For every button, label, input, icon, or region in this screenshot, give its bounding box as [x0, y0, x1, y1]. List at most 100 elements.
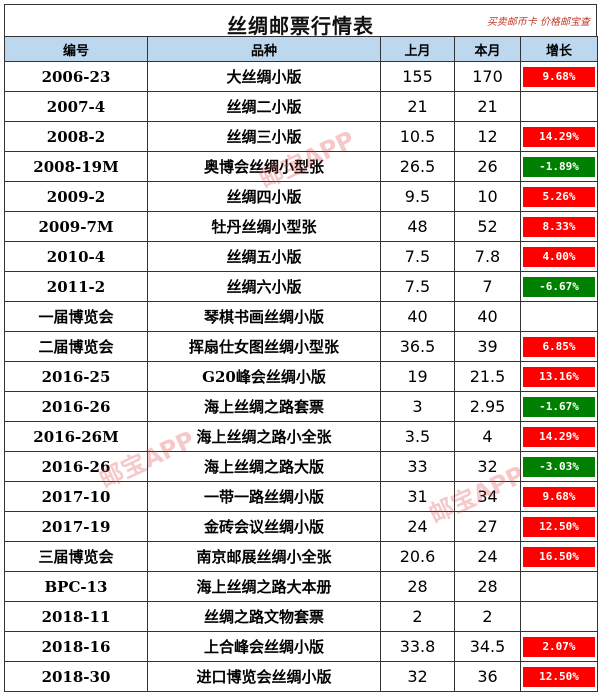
table-row: 2016-26 海上丝绸之路大版 33 32 -3.03%: [4, 451, 598, 482]
cell-this-month: 27: [454, 511, 521, 542]
cell-this-month: 21.5: [454, 361, 521, 392]
cell-name: 海上丝绸之路大本册: [147, 571, 381, 602]
cell-name: G20峰会丝绸小版: [147, 361, 381, 392]
price-table: 编号 品种 上月 本月 增长 2006-23 大丝绸小版 155 170 9.68% 20…: [4, 36, 598, 692]
cell-last-month: 21: [380, 91, 455, 122]
cell-last-month: 7.5: [380, 241, 455, 272]
cell-this-month: 21: [454, 91, 521, 122]
price-sheet: 丝绸邮票行情表 买卖邮币卡 价格邮宝查 编号 品种 上月 本月 增长 2006-…: [4, 4, 598, 692]
cell-code: 2007-4: [4, 91, 148, 122]
cell-code: BPC-13: [4, 571, 148, 602]
table-row: 2008-2 丝绸三小版 10.5 12 14.29%: [4, 121, 598, 152]
cell-name: 丝绸之路文物套票: [147, 601, 381, 632]
cell-code: 三届博览会: [4, 541, 148, 572]
cell-change: 4.00%: [520, 241, 598, 272]
cell-last-month: 40: [380, 301, 455, 332]
table-body: 2006-23 大丝绸小版 155 170 9.68% 2007-4 丝绸二小版 21 21 20…: [4, 61, 598, 692]
cell-change: 6.85%: [520, 331, 598, 362]
table-row: 2016-26 海上丝绸之路套票 3 2.95 -1.67%: [4, 391, 598, 422]
table-row: BPC-13 海上丝绸之路大本册 28 28: [4, 571, 598, 602]
cell-code: 2016-26: [4, 451, 148, 482]
column-header-code: 编号: [4, 36, 148, 62]
change-badge-up: 14.29%: [523, 126, 595, 147]
cell-last-month: 9.5: [380, 181, 455, 212]
cell-change: 12.50%: [520, 661, 598, 692]
table-row: 2018-11 丝绸之路文物套票 2 2: [4, 601, 598, 632]
cell-code: 2017-10: [4, 481, 148, 512]
cell-this-month: 4: [454, 421, 521, 452]
cell-change: 13.16%: [520, 361, 598, 392]
cell-name: 丝绸四小版: [147, 181, 381, 212]
table-row: 2018-30 进口博览会丝绸小版 32 36 12.50%: [4, 661, 598, 692]
cell-code: 2016-26M: [4, 421, 148, 452]
cell-change: [520, 91, 598, 122]
cell-last-month: 32: [380, 661, 455, 692]
cell-code: 2011-2: [4, 271, 148, 302]
cell-last-month: 36.5: [380, 331, 455, 362]
title-bar: 丝绸邮票行情表 买卖邮币卡 价格邮宝查: [4, 4, 597, 38]
cell-this-month: 170: [454, 61, 521, 92]
header-row: 编号 品种 上月 本月 增长: [4, 36, 598, 62]
cell-code: 2009-2: [4, 181, 148, 212]
cell-last-month: 26.5: [380, 151, 455, 182]
cell-code: 2006-23: [4, 61, 148, 92]
cell-last-month: 3: [380, 391, 455, 422]
cell-code: 2018-16: [4, 631, 148, 662]
cell-code: 2017-19: [4, 511, 148, 542]
column-header-name: 品种: [147, 36, 381, 62]
change-badge-up: 5.26%: [523, 186, 595, 207]
column-header-this-month: 本月: [454, 36, 521, 62]
cell-code: 2009-7M: [4, 211, 148, 242]
change-badge-up: 9.68%: [523, 486, 595, 507]
change-badge-down: -1.89%: [523, 156, 595, 177]
cell-code: 2008-19M: [4, 151, 148, 182]
cell-name: 进口博览会丝绸小版: [147, 661, 381, 692]
cell-name: 海上丝绸之路大版: [147, 451, 381, 482]
cell-change: -1.89%: [520, 151, 598, 182]
cell-name: 海上丝绸之路套票: [147, 391, 381, 422]
cell-name: 奥博会丝绸小型张: [147, 151, 381, 182]
cell-this-month: 34: [454, 481, 521, 512]
cell-name: 海上丝绸之路小全张: [147, 421, 381, 452]
cell-name: 金砖会议丝绸小版: [147, 511, 381, 542]
cell-change: 14.29%: [520, 421, 598, 452]
cell-last-month: 7.5: [380, 271, 455, 302]
change-badge-up: 12.50%: [523, 516, 595, 537]
cell-this-month: 10: [454, 181, 521, 212]
cell-change: -6.67%: [520, 271, 598, 302]
change-badge-up: 14.29%: [523, 426, 595, 447]
cell-last-month: 24: [380, 511, 455, 542]
cell-name: 丝绸五小版: [147, 241, 381, 272]
cell-change: 9.68%: [520, 61, 598, 92]
change-badge-up: 4.00%: [523, 246, 595, 267]
cell-code: 2010-4: [4, 241, 148, 272]
cell-change: 14.29%: [520, 121, 598, 152]
cell-code: 2016-25: [4, 361, 148, 392]
cell-name: 大丝绸小版: [147, 61, 381, 92]
change-badge-up: 9.68%: [523, 66, 595, 87]
cell-name: 丝绸六小版: [147, 271, 381, 302]
cell-this-month: 12: [454, 121, 521, 152]
brand-stamp: 买卖邮币卡 价格邮宝查: [486, 17, 590, 28]
cell-this-month: 2.95: [454, 391, 521, 422]
table-row: 2011-2 丝绸六小版 7.5 7 -6.67%: [4, 271, 598, 302]
cell-this-month: 36: [454, 661, 521, 692]
cell-code: 2018-30: [4, 661, 148, 692]
table-row: 一届博览会 琴棋书画丝绸小版 40 40: [4, 301, 598, 332]
change-badge-up: 12.50%: [523, 666, 595, 687]
cell-change: 16.50%: [520, 541, 598, 572]
change-badge-down: -3.03%: [523, 456, 595, 477]
table-row: 2018-16 上合峰会丝绸小版 33.8 34.5 2.07%: [4, 631, 598, 662]
cell-this-month: 52: [454, 211, 521, 242]
cell-change: -1.67%: [520, 391, 598, 422]
table-row: 2016-25 G20峰会丝绸小版 19 21.5 13.16%: [4, 361, 598, 392]
table-row: 2007-4 丝绸二小版 21 21: [4, 91, 598, 122]
cell-last-month: 155: [380, 61, 455, 92]
change-badge-down: -6.67%: [523, 276, 595, 297]
cell-last-month: 31: [380, 481, 455, 512]
cell-name: 上合峰会丝绸小版: [147, 631, 381, 662]
table-row: 2008-19M 奥博会丝绸小型张 26.5 26 -1.89%: [4, 151, 598, 182]
cell-this-month: 34.5: [454, 631, 521, 662]
cell-last-month: 3.5: [380, 421, 455, 452]
cell-name: 丝绸三小版: [147, 121, 381, 152]
